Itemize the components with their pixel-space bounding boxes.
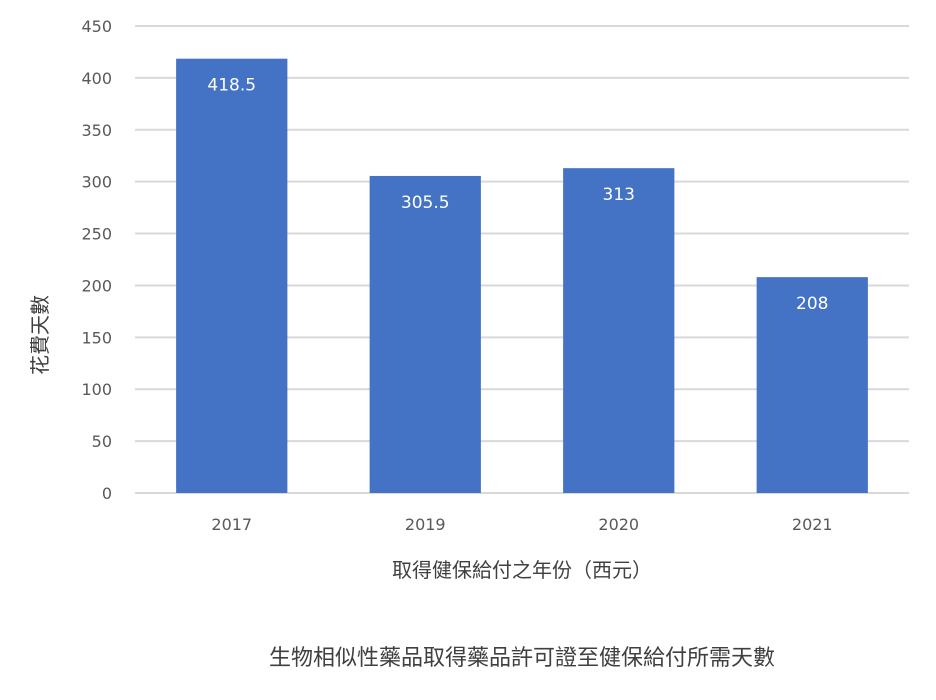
y-tick-label: 400 bbox=[81, 69, 112, 88]
data-label: 418.5 bbox=[207, 76, 256, 96]
y-tick-label: 200 bbox=[81, 276, 112, 295]
y-tick-label: 150 bbox=[81, 328, 112, 347]
x-tick-label: 2019 bbox=[405, 515, 446, 534]
bar-2019 bbox=[369, 175, 481, 493]
y-tick-label: 350 bbox=[81, 121, 112, 140]
y-axis-label: 花費天數 bbox=[28, 295, 52, 375]
y-tick-label: 450 bbox=[81, 17, 112, 36]
y-tick-label: 0 bbox=[102, 484, 112, 503]
x-tick-label: 2021 bbox=[792, 515, 833, 534]
data-label: 305.5 bbox=[401, 193, 450, 213]
y-tick-label: 100 bbox=[81, 380, 112, 399]
bar-2020 bbox=[563, 168, 675, 494]
data-label: 313 bbox=[603, 185, 635, 205]
bar-2017 bbox=[176, 58, 288, 493]
y-tick-label: 300 bbox=[81, 173, 112, 192]
x-axis-label: 取得健保給付之年份（西元） bbox=[392, 558, 652, 582]
bar-2021 bbox=[756, 277, 868, 493]
chart-title: 生物相似性藥品取得藥品許可證至健保給付所需天數 bbox=[269, 646, 775, 671]
data-label: 208 bbox=[796, 294, 828, 314]
x-tick-label: 2020 bbox=[598, 515, 639, 534]
y-tick-label: 250 bbox=[81, 225, 112, 244]
x-tick-label: 2017 bbox=[211, 515, 252, 534]
y-tick-label: 50 bbox=[92, 432, 112, 451]
